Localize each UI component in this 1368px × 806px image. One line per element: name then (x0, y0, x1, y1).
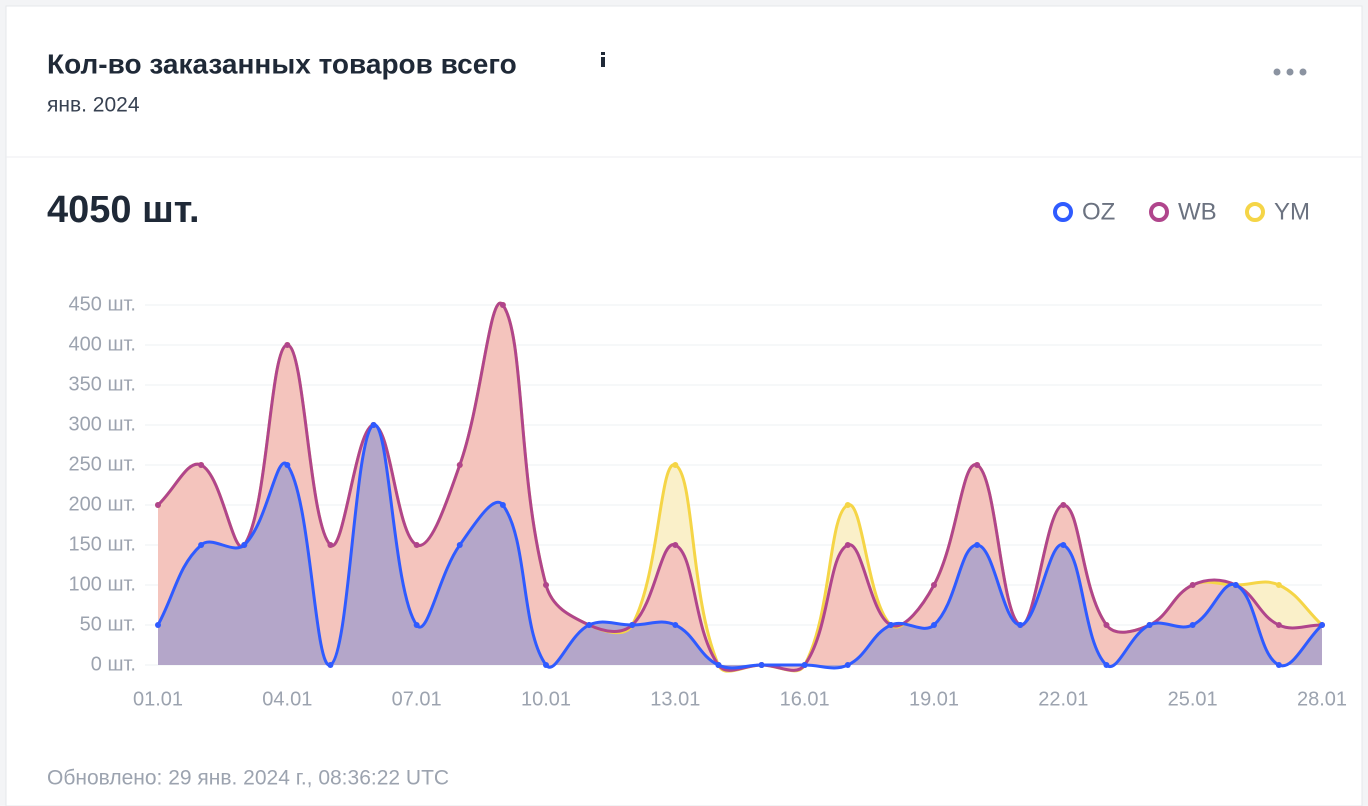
y-tick-label: 450 шт. (69, 293, 136, 315)
data-point (974, 542, 981, 548)
data-point (586, 622, 593, 628)
x-tick-label: 28.01 (1297, 688, 1347, 710)
plot: 0 шт. 50 шт. 100 шт. 150 шт. 200 шт. 250 шт. 3… (69, 293, 1348, 710)
data-point (284, 462, 291, 468)
card (5, 5, 1363, 806)
updated-footer: Обновлено: 29 янв. 2024 г., 08:36:22 UTC (47, 767, 449, 790)
data-point (327, 542, 334, 548)
x-tick-label: 01.01 (133, 688, 183, 710)
chart-title: Кол-во заказанных товаров всего (47, 48, 517, 79)
data-point (715, 662, 722, 668)
data-point (1275, 622, 1282, 628)
data-point (1232, 582, 1239, 588)
data-point (456, 542, 463, 548)
info-dot (601, 52, 605, 55)
legend-label: OZ (1082, 198, 1115, 225)
data-point (844, 542, 851, 548)
y-tick-label: 0 шт. (91, 653, 136, 675)
data-point (198, 542, 205, 548)
x-tick-label: 13.01 (650, 688, 700, 710)
data-point (155, 622, 161, 628)
y-tick-label: 150 шт. (69, 533, 136, 555)
data-point (499, 502, 506, 508)
data-point (1275, 662, 1282, 668)
data-point (1189, 582, 1196, 588)
data-point (629, 622, 636, 628)
menu-dot (1286, 68, 1294, 76)
data-point (974, 462, 981, 468)
summary-total: 4050 шт. (47, 189, 200, 231)
x-tick-label: 04.01 (262, 688, 312, 710)
data-point (1017, 622, 1024, 628)
data-point (672, 542, 679, 548)
data-point (1275, 582, 1282, 588)
data-point (155, 502, 161, 508)
data-point (931, 582, 937, 588)
data-point (456, 462, 463, 468)
data-point (499, 302, 506, 308)
data-point (241, 542, 248, 548)
data-point (1103, 662, 1110, 668)
chart-subtitle: янв. 2024 (47, 94, 140, 117)
data-point (543, 582, 549, 588)
data-point (543, 662, 549, 668)
y-tick-label: 400 шт. (69, 333, 136, 355)
data-point (887, 622, 894, 628)
x-tick-label: 16.01 (780, 688, 830, 710)
x-tick-label: 07.01 (392, 688, 442, 710)
legend-marker (1149, 202, 1169, 222)
y-tick-label: 300 шт. (69, 413, 136, 435)
data-point (327, 662, 334, 668)
legend-label: WB (1178, 198, 1217, 225)
data-point (1146, 622, 1153, 628)
data-point (931, 622, 937, 628)
data-point (1189, 622, 1196, 628)
legend-marker (1053, 202, 1073, 222)
x-tick-label: 10.01 (521, 688, 571, 710)
y-tick-label: 250 шт. (69, 453, 136, 475)
data-point (844, 502, 851, 508)
data-point (672, 462, 679, 468)
menu-dot (1299, 68, 1307, 76)
data-point (672, 622, 679, 628)
data-point (1060, 502, 1067, 508)
data-point (844, 662, 851, 668)
data-point (801, 662, 808, 668)
y-tick-label: 350 шт. (69, 373, 136, 395)
info-stem (601, 57, 605, 67)
data-point (1319, 622, 1325, 628)
menu-dot (1273, 68, 1281, 76)
menu-button[interactable] (1273, 68, 1307, 76)
series-area (158, 424, 1322, 669)
y-tick-label: 100 шт. (69, 573, 136, 595)
info-icon[interactable] (601, 52, 605, 67)
x-tick-label: 25.01 (1168, 688, 1218, 710)
legend-label: YM (1274, 198, 1310, 225)
x-tick-label: 22.01 (1038, 688, 1088, 710)
data-point (198, 462, 205, 468)
x-tick-label: 19.01 (909, 688, 959, 710)
data-point (1060, 542, 1067, 548)
y-tick-label: 50 шт. (80, 613, 136, 635)
data-point (370, 422, 377, 428)
data-point (758, 662, 765, 668)
legend-marker (1245, 202, 1265, 222)
data-point (413, 542, 420, 548)
y-tick-label: 200 шт. (69, 493, 136, 515)
data-point (284, 342, 291, 348)
data-point (413, 622, 420, 628)
data-point (1103, 622, 1110, 628)
